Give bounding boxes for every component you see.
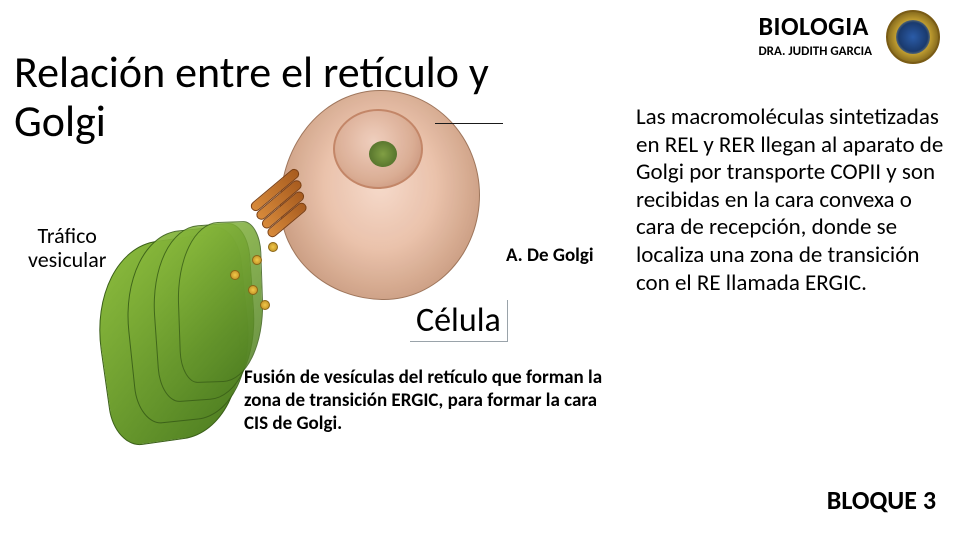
label-text: Tráficovesicular	[28, 222, 106, 273]
header-block: BIOLOGIA DRA. JUDITH GARCIA	[758, 10, 940, 64]
university-seal-icon	[886, 10, 940, 64]
leader-line-icon	[435, 123, 503, 124]
label-trafico-vesicular: Tráficovesicular	[28, 224, 106, 272]
vesicle-icon	[248, 285, 258, 295]
cell-body-icon	[280, 90, 480, 300]
fusion-caption: Fusión de vesículas del retículo que for…	[244, 366, 614, 436]
label-celula: Célula	[410, 300, 508, 342]
vesicle-icon	[252, 255, 262, 265]
bloque-label: BLOQUE 3	[827, 484, 936, 516]
er-sheet-icon	[175, 221, 266, 384]
vesicle-icon	[260, 300, 270, 310]
vesicle-icon	[230, 270, 240, 280]
nucleus-icon	[333, 109, 423, 189]
label-golgi: A. De Golgi	[506, 244, 594, 267]
instructor-name: DRA. JUDITH GARCIA	[758, 44, 872, 59]
body-paragraph: Las macromoléculas sintetizadas en REL y…	[636, 104, 950, 297]
course-title: BIOLOGIA	[758, 10, 872, 42]
vesicle-icon	[268, 242, 278, 252]
nucleolus-icon	[369, 141, 397, 167]
header-text: BIOLOGIA DRA. JUDITH GARCIA	[758, 10, 872, 59]
